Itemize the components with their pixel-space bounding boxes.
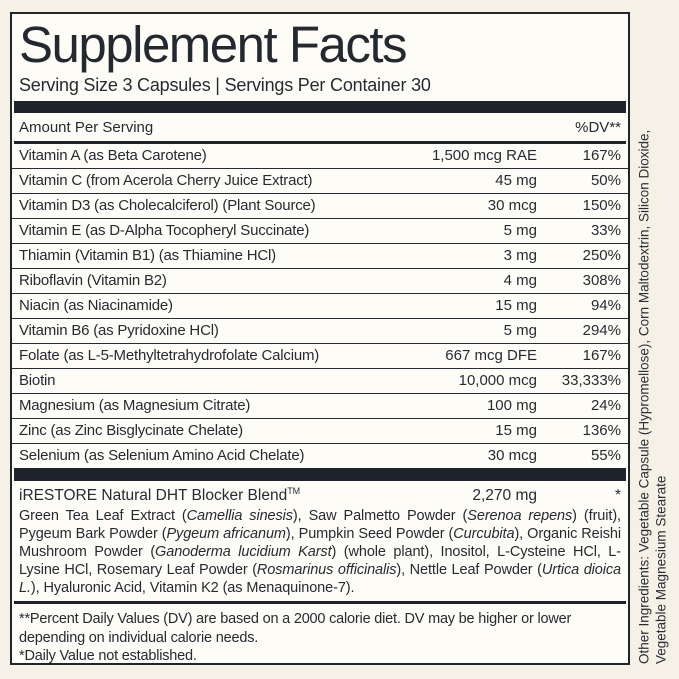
nutrient-amount: 5 mg: [503, 222, 537, 239]
nutrient-name: Selenium (as Selenium Amino Acid Chelate…: [19, 447, 305, 464]
nutrient-name: Riboflavin (Vitamin B2): [19, 272, 167, 289]
nutrient-dv: 167%: [582, 147, 621, 164]
nutrient-amount: 45 mg: [495, 172, 537, 189]
footnote-dv: **Percent Daily Values (DV) are based on…: [19, 611, 572, 646]
blend-name-text: iRESTORE Natural DHT Blocker Blend: [19, 487, 288, 504]
blend-name: iRESTORE Natural DHT Blocker BlendTM: [19, 485, 472, 504]
table-row: Folate (as L-5-Methyltetrahydrofolate Ca…: [12, 344, 628, 369]
dv-header: %DV**: [575, 119, 621, 136]
nutrient-name: Vitamin C (from Acerola Cherry Juice Ext…: [19, 172, 313, 189]
footnote-rule: [14, 601, 626, 604]
nutrient-name: Vitamin A (as Beta Carotene): [19, 147, 207, 164]
table-header-row: Amount Per Serving %DV**: [12, 113, 628, 141]
table-row: Magnesium (as Magnesium Citrate) 100 mg …: [12, 394, 628, 419]
table-row: Thiamin (Vitamin B1) (as Thiamine HCl) 3…: [12, 244, 628, 269]
amount-per-serving-header: Amount Per Serving: [19, 119, 154, 136]
nutrient-dv: 136%: [582, 422, 621, 439]
nutrient-amount: 1,500 mcg RAE: [431, 147, 537, 164]
nutrient-dv: 294%: [582, 322, 621, 339]
table-row: Vitamin E (as D-Alpha Tocopheryl Succina…: [12, 219, 628, 244]
nutrient-name: Niacin (as Niacinamide): [19, 297, 173, 314]
nutrient-dv: 250%: [582, 247, 621, 264]
nutrient-dv: 308%: [582, 272, 621, 289]
trademark-symbol: TM: [287, 485, 301, 496]
other-ingredients-line-2: Vegetable Magnesium Stearate: [653, 475, 668, 664]
footnote-daily-value: *Daily Value not established.: [19, 648, 197, 664]
serving-size-line: Serving Size 3 Capsules | Servings Per C…: [19, 75, 431, 95]
table-row: Niacin (as Niacinamide) 15 mg 94%: [12, 294, 628, 319]
supplement-facts-panel: Supplement Facts Serving Size 3 Capsules…: [10, 12, 630, 665]
nutrient-dv: 55%: [590, 447, 621, 464]
nutrient-dv: 33%: [590, 222, 621, 239]
nutrient-amount: 15 mg: [495, 297, 537, 314]
nutrient-amount: 30 mcg: [487, 447, 537, 464]
nutrient-amount: 4 mg: [503, 272, 537, 289]
nutrient-dv: 50%: [590, 172, 621, 189]
table-row: Zinc (as Zinc Bisglycinate Chelate) 15 m…: [12, 419, 628, 444]
nutrient-name: Magnesium (as Magnesium Citrate): [19, 397, 251, 414]
nutrient-name: Vitamin B6 (as Pyridoxine HCl): [19, 322, 219, 339]
table-row: Vitamin C (from Acerola Cherry Juice Ext…: [12, 169, 628, 194]
nutrient-name: Thiamin (Vitamin B1) (as Thiamine HCl): [19, 247, 276, 264]
nutrient-dv: 24%: [590, 397, 621, 414]
nutrient-dv: 33,333%: [561, 372, 621, 389]
nutrient-name: Vitamin D3 (as Cholecalciferol) (Plant S…: [19, 197, 316, 214]
table-row: Selenium (as Selenium Amino Acid Chelate…: [12, 444, 628, 468]
nutrient-amount: 3 mg: [503, 247, 537, 264]
nutrient-amount: 30 mcg: [487, 197, 537, 214]
divider-bar-blend: [14, 468, 626, 481]
table-row: Vitamin A (as Beta Carotene) 1,500 mcg R…: [12, 144, 628, 169]
blend-amount: 2,270 mg: [472, 487, 537, 504]
other-ingredients-vertical-text: Other Ingredients: Vegetable Capsule (Hy…: [637, 64, 670, 664]
table-row: Vitamin B6 (as Pyridoxine HCl) 5 mg 294%: [12, 319, 628, 344]
table-row: Vitamin D3 (as Cholecalciferol) (Plant S…: [12, 194, 628, 219]
nutrient-name: Vitamin E (as D-Alpha Tocopheryl Succina…: [19, 222, 310, 239]
other-ingredients-line-1: Other Ingredients: Vegetable Capsule (Hy…: [636, 129, 652, 664]
nutrient-dv: 150%: [582, 197, 621, 214]
nutrient-amount: 15 mg: [495, 422, 537, 439]
blend-header-row: iRESTORE Natural DHT Blocker BlendTM 2,2…: [12, 481, 628, 506]
blend-dv: *: [614, 487, 621, 504]
table-row: Biotin 10,000 mcg 33,333%: [12, 369, 628, 394]
nutrient-amount: 667 mcg DFE: [445, 347, 537, 364]
footnotes: **Percent Daily Values (DV) are based on…: [12, 604, 628, 664]
panel-title: Supplement Facts: [19, 16, 408, 73]
nutrient-name: Folate (as L-5-Methyltetrahydrofolate Ca…: [19, 347, 320, 364]
nutrient-amount: 5 mg: [503, 322, 537, 339]
nutrient-table: Vitamin A (as Beta Carotene) 1,500 mcg R…: [12, 144, 628, 468]
nutrient-amount: 100 mg: [486, 397, 537, 414]
nutrient-dv: 167%: [582, 347, 621, 364]
nutrient-name: Biotin: [19, 372, 56, 389]
nutrient-name: Zinc (as Zinc Bisglycinate Chelate): [19, 422, 243, 439]
nutrient-dv: 94%: [590, 297, 621, 314]
blend-ingredient-list: Green Tea Leaf Extract (Camellia sinesis…: [19, 508, 622, 596]
divider-bar-top: [14, 101, 626, 113]
nutrient-amount: 10,000 mcg: [458, 372, 537, 389]
table-row: Riboflavin (Vitamin B2) 4 mg 308%: [12, 269, 628, 294]
header-rule: [14, 141, 626, 144]
